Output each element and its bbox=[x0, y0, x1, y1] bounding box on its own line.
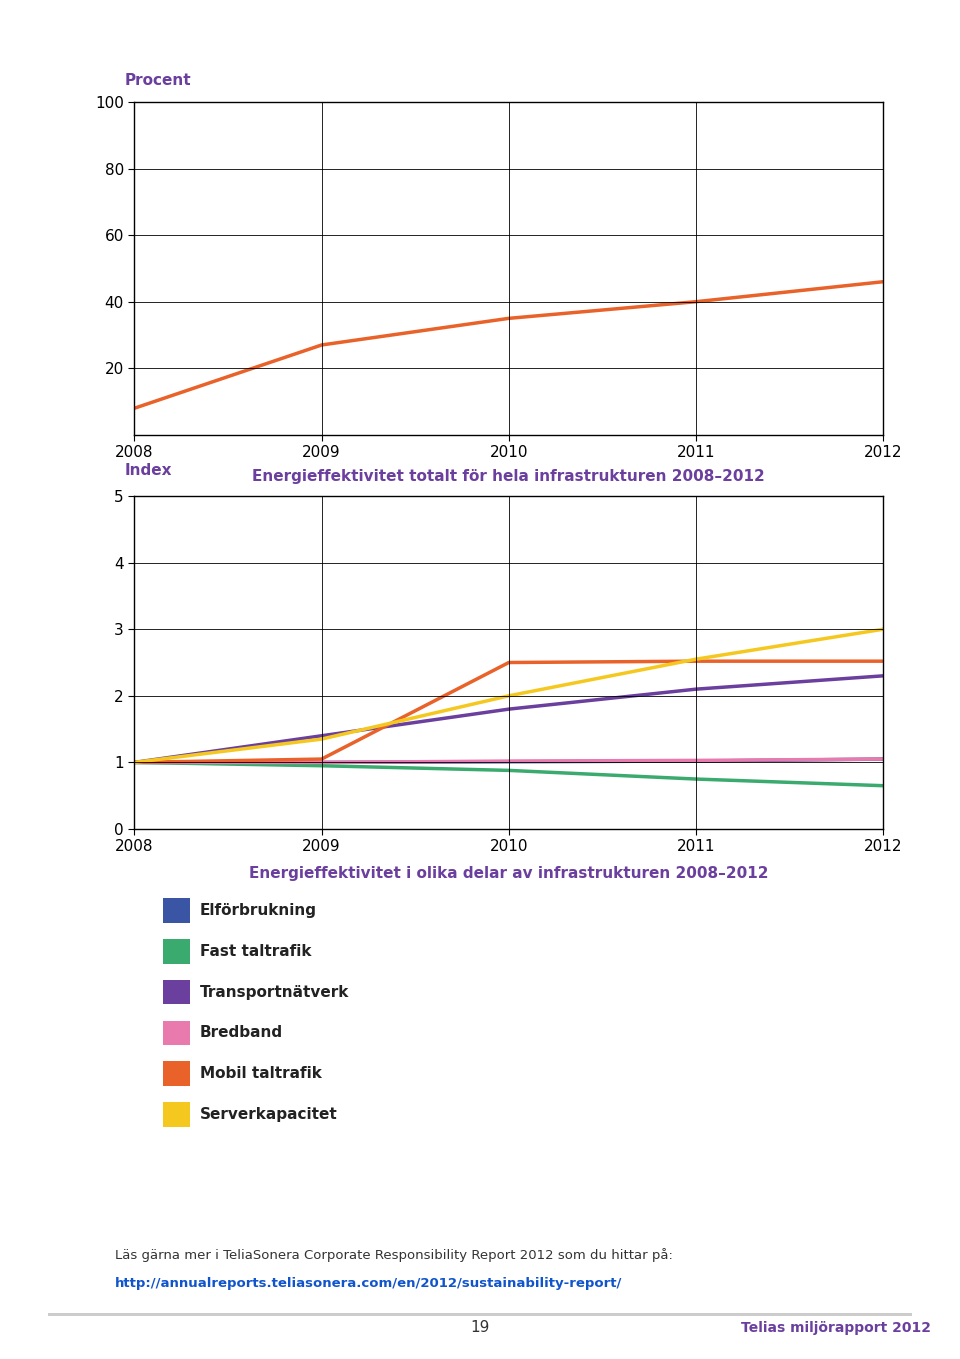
Text: Elförbrukning: Elförbrukning bbox=[200, 902, 317, 919]
Text: Energieffektivitet i olika delar av infrastrukturen 2008–2012: Energieffektivitet i olika delar av infr… bbox=[249, 866, 769, 881]
Text: Bredband: Bredband bbox=[200, 1025, 283, 1041]
Text: Fast taltrafik: Fast taltrafik bbox=[200, 943, 311, 959]
Text: Telias miljörapport 2012: Telias miljörapport 2012 bbox=[741, 1321, 931, 1335]
Text: Läs gärna mer i TeliaSonera Corporate Responsibility Report 2012 som du hittar p: Läs gärna mer i TeliaSonera Corporate Re… bbox=[115, 1248, 673, 1261]
Text: Procent: Procent bbox=[125, 73, 191, 88]
Text: Index: Index bbox=[125, 463, 172, 478]
Text: Transportnätverk: Transportnätverk bbox=[200, 984, 349, 1000]
Text: 19: 19 bbox=[470, 1320, 490, 1335]
Text: http://annualreports.teliasonera.com/en/2012/sustainability-report/: http://annualreports.teliasonera.com/en/… bbox=[115, 1277, 623, 1291]
Text: Energieffektivitet totalt för hela infrastrukturen 2008–2012: Energieffektivitet totalt för hela infra… bbox=[252, 469, 765, 484]
Text: Mobil taltrafik: Mobil taltrafik bbox=[200, 1065, 322, 1082]
Text: Serverkapacitet: Serverkapacitet bbox=[200, 1106, 337, 1123]
